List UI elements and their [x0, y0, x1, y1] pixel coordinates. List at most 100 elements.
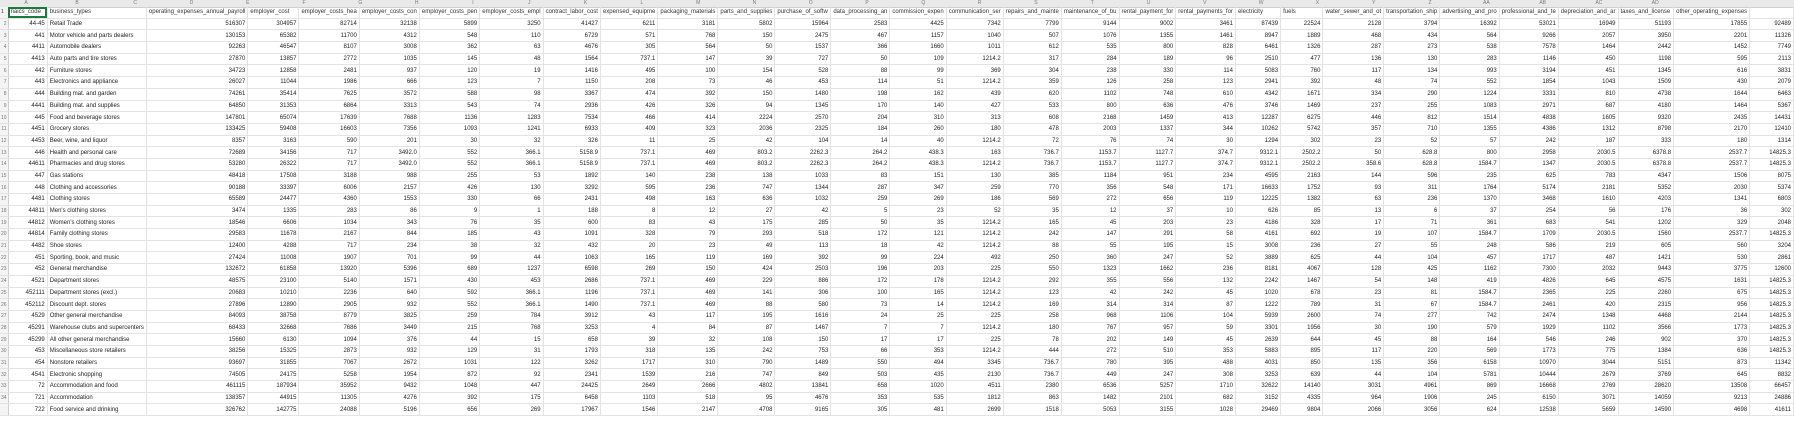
- naics-code-cell[interactable]: 4541: [8, 368, 48, 381]
- value-cell[interactable]: 17508: [247, 170, 300, 183]
- business-type-cell[interactable]: Furniture stores: [47, 64, 147, 78]
- value-cell[interactable]: 600: [543, 216, 601, 230]
- value-cell[interactable]: 4312: [359, 29, 420, 43]
- value-cell[interactable]: 736.7: [1003, 146, 1062, 159]
- value-cell[interactable]: 74: [1119, 135, 1177, 148]
- value-cell[interactable]: 132672: [146, 263, 249, 276]
- value-cell[interactable]: 1150: [543, 76, 601, 89]
- value-cell[interactable]: 1539: [600, 368, 659, 381]
- value-cell[interactable]: 2030.5: [1558, 228, 1619, 241]
- value-cell[interactable]: 104: [774, 135, 832, 148]
- value-cell[interactable]: 38256: [146, 345, 249, 358]
- header-cell[interactable]: repairs_and_mainte: [1003, 7, 1062, 19]
- header-cell[interactable]: employer_cost: [247, 7, 300, 19]
- value-cell[interactable]: 67: [1383, 298, 1441, 311]
- value-cell[interactable]: 328: [600, 228, 659, 241]
- value-cell[interactable]: 6864: [298, 100, 360, 113]
- value-cell[interactable]: 3825: [359, 310, 420, 323]
- value-cell[interactable]: 255: [419, 170, 481, 183]
- value-cell[interactable]: 95: [717, 392, 776, 405]
- value-cell[interactable]: 1196: [543, 287, 601, 300]
- value-cell[interactable]: 1202: [1618, 216, 1675, 230]
- business-type-cell[interactable]: Motor vehicle and parts dealers: [47, 29, 147, 43]
- value-cell[interactable]: 1467: [774, 322, 832, 335]
- value-cell[interactable]: 478: [1003, 123, 1062, 136]
- value-cell[interactable]: 84093: [146, 310, 249, 323]
- value-cell[interactable]: 63: [1322, 193, 1385, 206]
- value-cell[interactable]: 99: [419, 251, 481, 265]
- value-cell[interactable]: 24477: [247, 193, 300, 206]
- value-cell[interactable]: 5158.9: [543, 158, 601, 171]
- value-cell[interactable]: 269: [600, 263, 659, 276]
- value-cell[interactable]: 4180: [1618, 100, 1675, 113]
- value-cell[interactable]: 74: [479, 100, 544, 113]
- value-cell[interactable]: 625: [1499, 170, 1559, 183]
- value-cell[interactable]: 100: [830, 287, 891, 300]
- value-cell[interactable]: 45: [1175, 333, 1236, 346]
- value-cell[interactable]: 1224: [1439, 88, 1500, 101]
- value-cell[interactable]: 356: [1383, 357, 1441, 370]
- value-cell[interactable]: 43: [479, 228, 544, 241]
- business-type-cell[interactable]: Department stores: [47, 275, 147, 288]
- value-cell[interactable]: 22524: [1280, 18, 1324, 31]
- header-cell[interactable]: taxes_and_license: [1618, 7, 1675, 19]
- value-cell[interactable]: 188: [543, 205, 601, 218]
- value-cell[interactable]: 283: [298, 205, 360, 218]
- value-cell[interactable]: 5742: [1280, 123, 1324, 136]
- value-cell[interactable]: 552: [1439, 76, 1500, 89]
- value-cell[interactable]: 17967: [543, 403, 601, 417]
- value-cell[interactable]: 1506: [1673, 170, 1751, 183]
- value-cell[interactable]: 510: [1119, 345, 1177, 358]
- value-cell[interactable]: 2481: [298, 64, 360, 78]
- value-cell[interactable]: 1452: [1673, 41, 1751, 54]
- value-cell[interactable]: 2873: [298, 345, 360, 358]
- value-cell[interactable]: 123: [419, 76, 481, 89]
- value-cell[interactable]: 293: [717, 228, 776, 241]
- value-cell[interactable]: 41427: [543, 18, 601, 31]
- value-cell[interactable]: 656: [419, 403, 481, 417]
- value-cell[interactable]: 20: [600, 240, 659, 253]
- value-cell[interactable]: 259: [419, 310, 481, 323]
- value-cell[interactable]: 810: [1558, 88, 1619, 101]
- value-cell[interactable]: 203: [889, 263, 947, 276]
- value-cell[interactable]: 57: [1439, 135, 1500, 148]
- value-cell[interactable]: 273: [1383, 41, 1441, 54]
- value-cell[interactable]: 2510: [1235, 53, 1282, 66]
- value-cell[interactable]: 92: [479, 368, 544, 381]
- value-cell[interactable]: 10210: [247, 287, 300, 300]
- value-cell[interactable]: 32: [479, 240, 544, 253]
- naics-code-cell[interactable]: 44812: [8, 216, 48, 230]
- value-cell[interactable]: 737.1: [600, 298, 659, 311]
- value-cell[interactable]: 656: [1119, 193, 1177, 206]
- value-cell[interactable]: 850: [1280, 357, 1324, 370]
- value-cell[interactable]: 2341: [543, 368, 601, 381]
- value-cell[interactable]: 52: [946, 205, 1004, 218]
- value-cell[interactable]: 99: [889, 64, 947, 78]
- value-cell[interactable]: 353: [830, 392, 891, 405]
- value-cell[interactable]: 305: [600, 41, 659, 54]
- column-letter[interactable]: I: [472, 0, 474, 6]
- value-cell[interactable]: 260: [889, 123, 947, 136]
- value-cell[interactable]: 5396: [359, 263, 420, 276]
- naics-code-cell[interactable]: 451: [8, 251, 48, 265]
- value-cell[interactable]: 117: [657, 310, 719, 323]
- value-cell[interactable]: 169: [717, 251, 776, 265]
- naics-code-cell[interactable]: 4441: [8, 100, 48, 113]
- value-cell[interactable]: 2583: [830, 18, 891, 31]
- value-cell[interactable]: 87: [717, 322, 776, 335]
- column-letter[interactable]: Y: [1372, 0, 1376, 6]
- value-cell[interactable]: 1584.7: [1439, 158, 1500, 171]
- value-cell[interactable]: 35: [479, 216, 544, 230]
- value-cell[interactable]: 424: [717, 263, 776, 276]
- value-cell[interactable]: 432: [543, 240, 601, 253]
- value-cell[interactable]: 13857: [247, 53, 300, 66]
- business-type-cell[interactable]: Grocery stores: [47, 123, 147, 136]
- value-cell[interactable]: 3188: [298, 170, 360, 183]
- value-cell[interactable]: 1509: [1618, 76, 1675, 89]
- value-cell[interactable]: 3253: [1235, 368, 1282, 381]
- value-cell[interactable]: 6606: [247, 216, 300, 230]
- value-cell[interactable]: 225: [946, 263, 1004, 276]
- value-cell[interactable]: 2442: [1618, 41, 1675, 54]
- value-cell[interactable]: 863: [1003, 392, 1062, 405]
- value-cell[interactable]: 264.2: [830, 146, 891, 159]
